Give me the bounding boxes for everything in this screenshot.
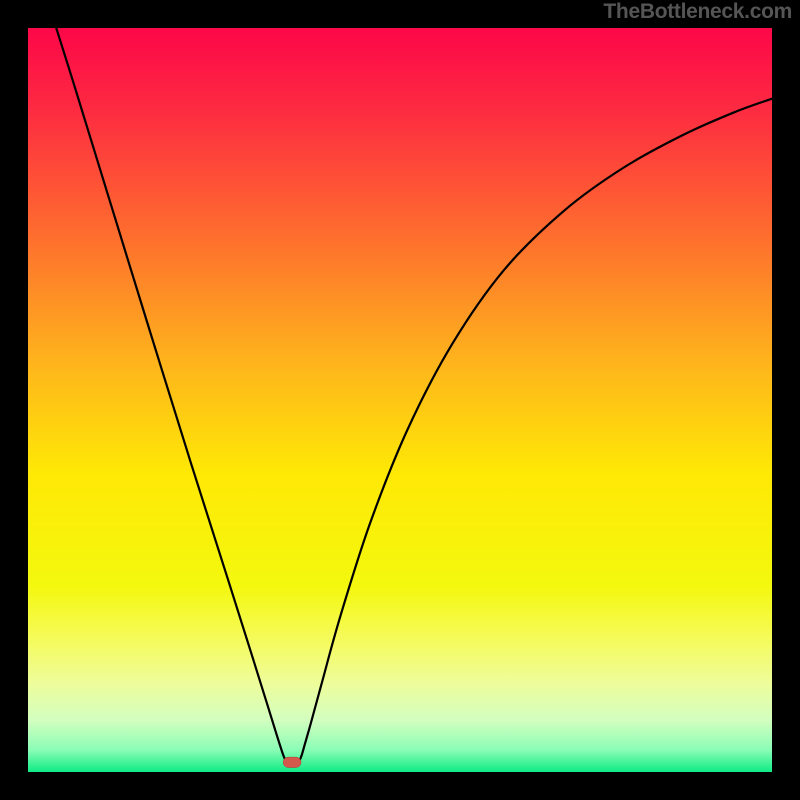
minimum-marker — [283, 757, 301, 767]
gradient-background — [28, 28, 772, 772]
watermark-text: TheBottleneck.com — [603, 0, 792, 24]
plot-area — [28, 28, 772, 772]
chart-svg — [28, 28, 772, 772]
